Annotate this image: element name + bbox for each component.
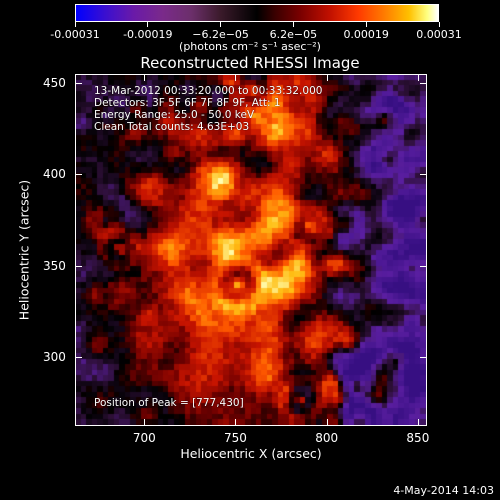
colorbar-tick bbox=[438, 22, 440, 27]
y-tick-mark-right bbox=[420, 174, 426, 176]
annotation-time-range: 13-Mar-2012 00:33:20.000 to 00:33:32.000 bbox=[94, 85, 323, 97]
plot-title: Reconstructed RHESSI Image bbox=[140, 54, 360, 72]
x-tick-mark bbox=[326, 419, 328, 425]
colorbar-tick-label: 6.2e−05 bbox=[269, 28, 318, 41]
annotation-peak-position: Position of Peak = [777,430] bbox=[94, 397, 244, 409]
y-tick-label: 300 bbox=[43, 349, 66, 364]
y-tick-mark bbox=[76, 83, 82, 85]
colorbar-tick-label: -0.00031 bbox=[50, 28, 100, 41]
annotation-detectors: Detectors: 3F 5F 6F 7F 8F 9F, Att: 1 bbox=[94, 97, 281, 109]
x-axis-label: Heliocentric X (arcsec) bbox=[180, 446, 322, 461]
y-tick-label: 450 bbox=[43, 76, 66, 91]
x-tick-mark bbox=[235, 419, 237, 425]
y-tick-mark bbox=[76, 265, 82, 267]
colorbar-tick-label: -0.00019 bbox=[123, 28, 173, 41]
x-tick-mark bbox=[144, 419, 146, 425]
colorbar-units: (photons cm⁻² s⁻¹ asec⁻²) bbox=[179, 40, 321, 53]
y-tick-label: 350 bbox=[43, 258, 66, 273]
x-tick-mark bbox=[417, 419, 419, 425]
x-tick-label: 700 bbox=[132, 431, 156, 445]
timestamp: 4-May-2014 14:03 bbox=[393, 484, 494, 497]
colorbar-tick bbox=[220, 22, 222, 27]
colorbar-tick bbox=[292, 22, 294, 27]
colorbar-tick bbox=[74, 22, 76, 27]
y-axis-label: Heliocentric Y (arcsec) bbox=[16, 179, 32, 321]
colorbar bbox=[75, 4, 439, 22]
annotation-clean-counts: Clean Total counts: 4.63E+03 bbox=[94, 121, 250, 133]
x-tick-mark-top bbox=[326, 75, 328, 81]
annotation-energy-range: Energy Range: 25.0 - 50.0 keV bbox=[94, 109, 255, 121]
x-tick-mark-top bbox=[235, 75, 237, 81]
y-tick-label: 400 bbox=[43, 167, 66, 182]
rhessi-image-heatmap bbox=[76, 75, 426, 425]
colorbar-tick bbox=[147, 22, 149, 27]
y-tick-mark-right bbox=[420, 356, 426, 358]
colorbar-tick-label: −6.2e−05 bbox=[192, 28, 249, 41]
y-tick-mark-right bbox=[420, 83, 426, 85]
colorbar-tick-label: 0.00019 bbox=[343, 28, 389, 41]
y-tick-mark-right bbox=[420, 265, 426, 267]
x-tick-label: 750 bbox=[224, 431, 247, 445]
colorbar-tick-label: 0.00031 bbox=[416, 28, 462, 41]
x-tick-mark-top bbox=[417, 75, 419, 81]
y-tick-mark bbox=[76, 356, 82, 358]
x-tick-label: 850 bbox=[406, 431, 430, 445]
colorbar-tick bbox=[365, 22, 367, 27]
x-tick-label: 800 bbox=[315, 431, 339, 445]
plot-area: 13-Mar-2012 00:33:20.000 to 00:33:32.000… bbox=[75, 74, 427, 426]
y-tick-mark bbox=[76, 174, 82, 176]
x-tick-mark-top bbox=[144, 75, 146, 81]
